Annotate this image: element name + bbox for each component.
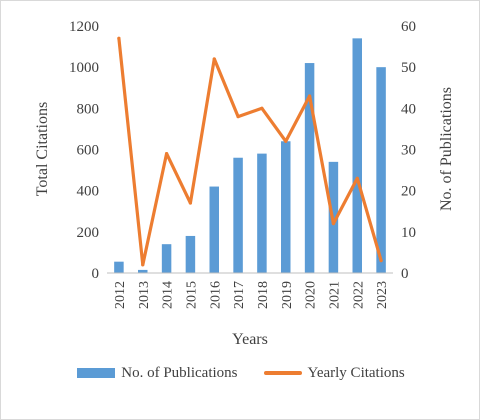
bar-series <box>114 38 386 274</box>
x-tick-label-2022: 2022 <box>351 281 366 309</box>
y-right-tick-label: 30 <box>401 143 416 159</box>
x-tick-label-2013: 2013 <box>137 281 152 309</box>
y-right-tick-label: 20 <box>401 184 416 200</box>
bar-2020 <box>304 63 315 273</box>
x-tick-label-2021: 2021 <box>327 281 342 309</box>
bar-2023 <box>376 67 386 274</box>
x-tick-label-2023: 2023 <box>375 281 390 309</box>
line-yearly-citations <box>117 36 383 267</box>
bar-2017 <box>233 157 243 273</box>
x-tick-label-2014: 2014 <box>161 281 176 309</box>
line-point-2016 <box>212 57 216 61</box>
x-tick-label-2015: 2015 <box>184 281 199 309</box>
y-axis-right-title: No. of Publications <box>438 87 455 211</box>
x-tick-label-2016: 2016 <box>208 281 223 309</box>
bar-2016 <box>209 186 219 273</box>
line-point-2019 <box>284 139 288 143</box>
legend-item-publications: No. of Publications <box>77 364 238 382</box>
line-point-2022 <box>355 176 359 180</box>
x-tick-label-2012: 2012 <box>113 281 128 309</box>
x-tick-label-2019: 2019 <box>280 281 295 309</box>
y-left-tick-label: 600 <box>77 143 100 159</box>
line-point-2014 <box>164 152 169 156</box>
y-left-tick-label: 0 <box>92 266 100 282</box>
x-tick-label-2018: 2018 <box>256 281 271 309</box>
y-left-tick-label: 400 <box>77 184 100 200</box>
bar-2015 <box>185 235 196 273</box>
y-right-tick-label: 10 <box>401 225 416 241</box>
bar-2014 <box>161 244 172 273</box>
legend-swatch-line <box>263 371 302 375</box>
y-left-tick-label: 200 <box>77 225 100 241</box>
x-tick-label-2020: 2020 <box>304 281 319 309</box>
x-tick-label-2017: 2017 <box>232 281 247 309</box>
line-point-2017 <box>236 114 240 119</box>
y-left-tick-label: 1200 <box>69 19 99 35</box>
bar-2018 <box>257 153 267 273</box>
legend-item-citations: Yearly Citations <box>263 364 405 382</box>
y-axis-left-title: Total Citations <box>34 102 51 196</box>
bar-2012 <box>114 261 124 273</box>
bar-2019 <box>281 141 291 273</box>
bar-2022 <box>352 38 362 273</box>
legend-label-citations: Yearly Citations <box>307 364 405 381</box>
legend-swatch-bar <box>77 368 116 378</box>
x-axis-title: Years <box>232 331 268 348</box>
line-point-2012 <box>117 36 121 40</box>
bar-2013 <box>138 269 148 273</box>
legend: No. of Publications Yearly Citations <box>1 359 479 387</box>
axes: 0 200 400 600 800 1000 1200 0 10 20 30 40 50 60 2012 20… <box>69 19 416 309</box>
line-point-2018 <box>260 106 264 110</box>
y-left-tick-label: 1000 <box>69 60 99 76</box>
legend-label-publications: No. of Publications <box>121 364 238 381</box>
line-point-2013 <box>141 263 145 267</box>
line-point-2023 <box>379 259 383 263</box>
y-right-tick-label: 0 <box>401 266 409 282</box>
line-point-2015 <box>188 201 193 205</box>
y-right-tick-label: 50 <box>401 60 416 76</box>
line-point-2020 <box>307 94 312 98</box>
line-point-2021 <box>331 222 336 226</box>
y-right-tick-label: 40 <box>401 101 416 117</box>
line-series <box>117 36 383 267</box>
y-left-tick-label: 800 <box>77 101 100 117</box>
y-right-tick-label: 60 <box>401 19 416 35</box>
